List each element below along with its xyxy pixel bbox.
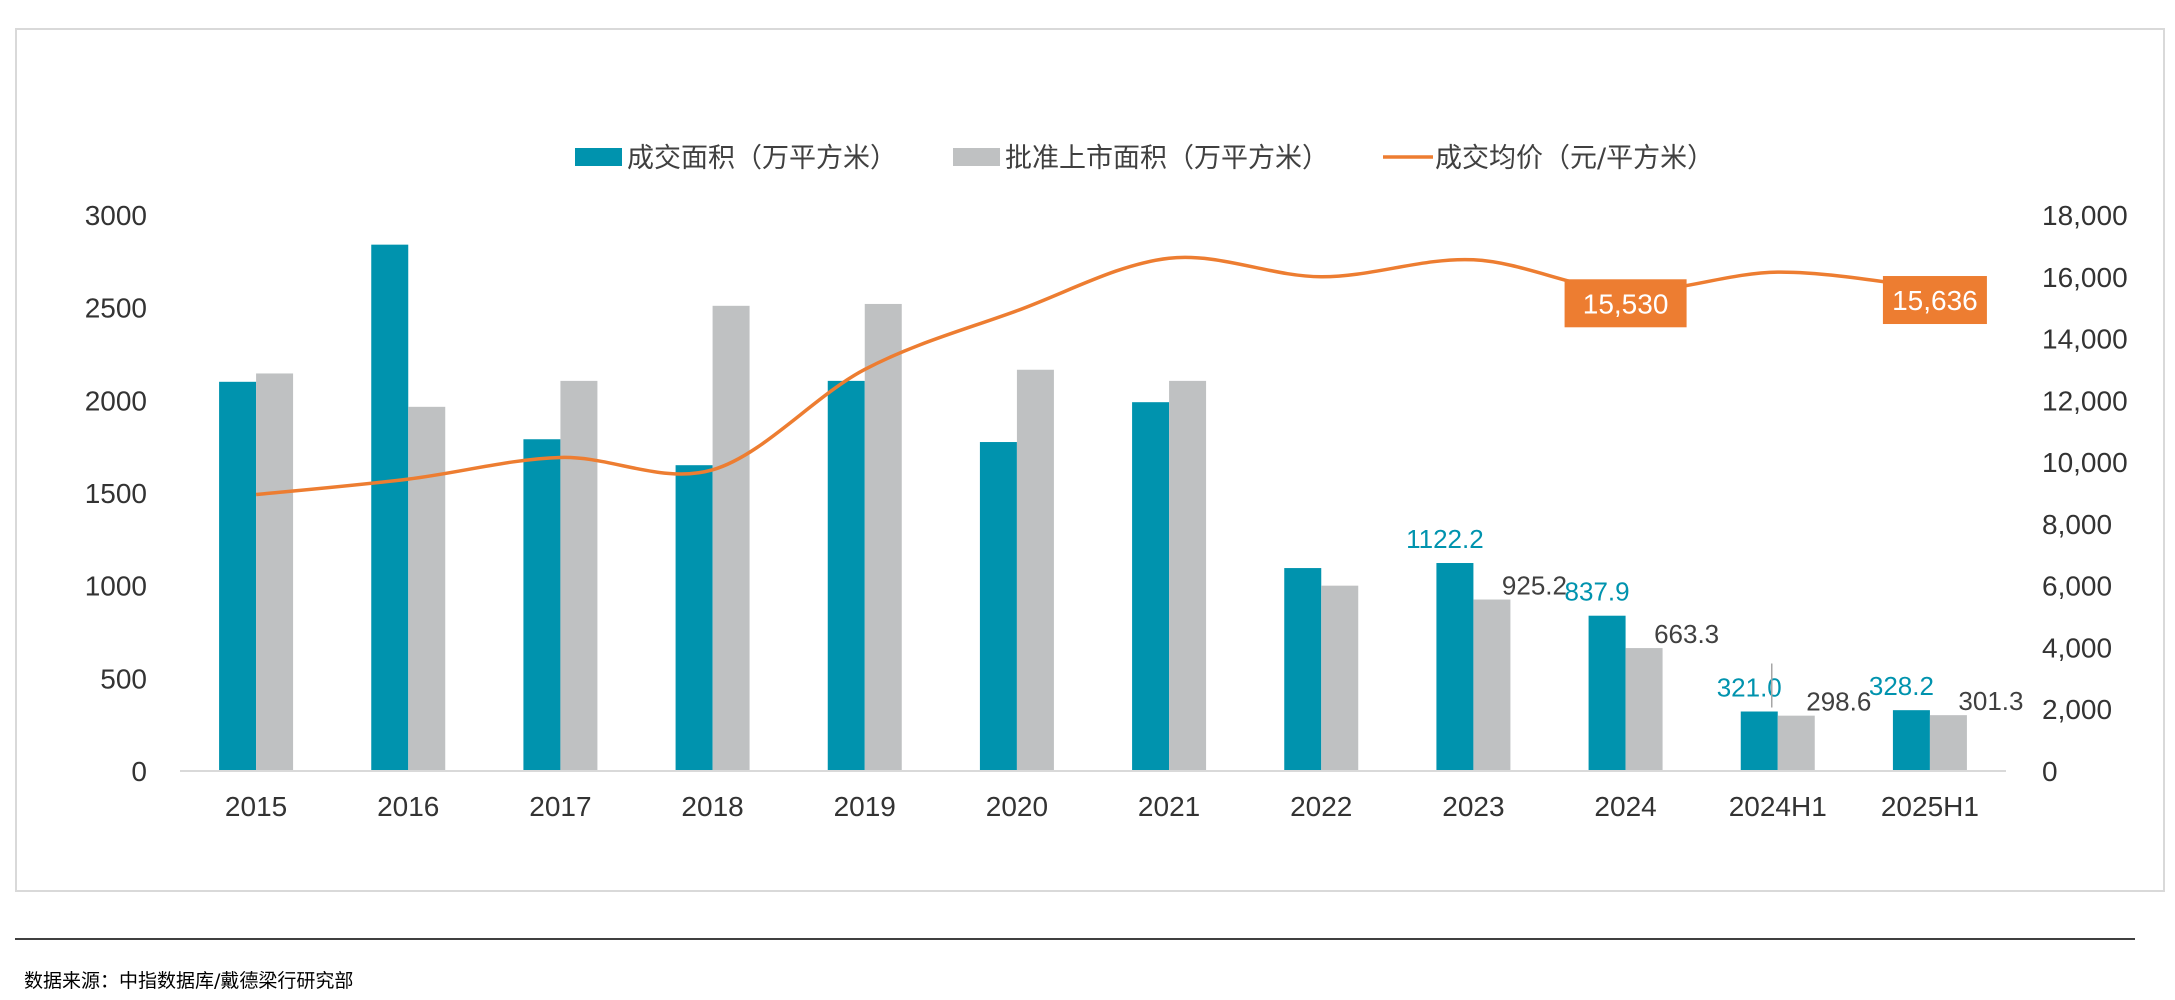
y-right-tick-label: 16,000 xyxy=(2042,262,2128,293)
bar-transaction-area xyxy=(1132,402,1170,771)
bar-approved-value-label: 298.6 xyxy=(1806,687,1871,717)
y-right-tick-label: 4,000 xyxy=(2042,632,2112,663)
bar-approved-area xyxy=(1169,380,1207,771)
legend-label: 成交面积（万平方米） xyxy=(627,143,897,174)
bar-approved-area xyxy=(1016,369,1054,771)
bar-approved-area xyxy=(712,305,750,771)
x-tick-label: 2020 xyxy=(986,791,1048,822)
x-tick-label: 2022 xyxy=(1290,791,1352,822)
bar-approved-value-label: 301.3 xyxy=(1958,686,2023,716)
x-tick-label: 2016 xyxy=(377,791,439,822)
bar-approved-area xyxy=(1929,715,1967,771)
bar-transaction-area xyxy=(1284,568,1322,771)
y-left-tick-label: 1500 xyxy=(85,478,147,509)
bar-approved-area xyxy=(1625,648,1663,771)
bar-transaction-area xyxy=(979,442,1017,771)
bar-approved-area xyxy=(1777,715,1815,771)
y-left-tick-label: 1000 xyxy=(85,571,147,602)
y-right-tick-label: 10,000 xyxy=(2042,447,2128,478)
bar-approved-area xyxy=(1321,585,1359,771)
bar-approved-area xyxy=(864,303,902,771)
footer-divider xyxy=(15,938,2135,940)
y-left-tick-label: 3000 xyxy=(85,200,147,231)
bar-transaction-value-label: 321.0 xyxy=(1717,673,1782,703)
bar-approved-area xyxy=(560,380,598,771)
bar-approved-area xyxy=(1473,599,1511,771)
x-tick-label: 2024 xyxy=(1594,791,1656,822)
bar-transaction-value-label: 328.2 xyxy=(1869,671,1934,701)
bar-approved-value-label: 925.2 xyxy=(1502,571,1567,601)
bar-transaction-area xyxy=(219,381,257,771)
price-callout-box xyxy=(1882,276,1987,325)
y-right-tick-label: 14,000 xyxy=(2042,324,2128,355)
x-tick-label: 2021 xyxy=(1138,791,1200,822)
legend-swatch xyxy=(575,148,622,166)
bar-transaction-area xyxy=(1740,711,1778,771)
bar-transaction-area xyxy=(1588,615,1626,771)
legend-swatch xyxy=(953,148,1000,166)
y-right-tick-label: 2,000 xyxy=(2042,694,2112,725)
x-tick-label: 2025H1 xyxy=(1881,791,1979,822)
y-right-tick-label: 6,000 xyxy=(2042,571,2112,602)
bar-transaction-area xyxy=(827,380,865,771)
bar-transaction-area xyxy=(1436,563,1474,771)
y-right-tick-label: 8,000 xyxy=(2042,509,2112,540)
bar-approved-area xyxy=(256,373,294,771)
y-right-tick-label: 18,000 xyxy=(2042,200,2128,231)
x-tick-label: 2024H1 xyxy=(1729,791,1827,822)
chart-frame xyxy=(15,28,2165,892)
bars-layer xyxy=(219,244,1967,772)
x-tick-label: 2017 xyxy=(529,791,591,822)
bar-approved-value-label: 663.3 xyxy=(1654,619,1719,649)
x-axis: 2015 2016 2017 2018 2019 2020 2021 2022 2023 2024… xyxy=(180,770,2006,822)
bar-transaction-area xyxy=(675,465,713,771)
source-note: 数据来源：中指数据库/戴德梁行研究部 xyxy=(24,970,354,992)
bar-transaction-value-label: 1122.2 xyxy=(1406,524,1484,554)
x-tick-label: 2023 xyxy=(1442,791,1504,822)
y-right-tick-label: 0 xyxy=(2042,756,2058,787)
y-left-tick-label: 0 xyxy=(131,756,147,787)
bar-transaction-area xyxy=(1892,710,1930,771)
price-callout-label: 15,636 xyxy=(1892,285,1978,316)
x-tick-label: 2015 xyxy=(225,791,287,822)
legend-label: 成交均价（元/平方米） xyxy=(1435,143,1714,174)
y-left-tick-label: 2500 xyxy=(85,293,147,324)
y-axis-left: 0 500 1000 1500 2000 2500 3000 xyxy=(85,200,147,787)
x-tick-label: 2019 xyxy=(834,791,896,822)
legend-label: 批准上市面积（万平方米） xyxy=(1005,143,1329,174)
price-callout-box xyxy=(1564,279,1687,328)
y-left-tick-label: 2000 xyxy=(85,385,147,416)
bar-approved-area xyxy=(408,406,446,771)
legend: 成交面积（万平方米） 批准上市面积（万平方米） 成交均价（元/平方米） xyxy=(575,143,1714,174)
y-left-tick-label: 500 xyxy=(100,663,147,694)
bar-transaction-value-label: 837.9 xyxy=(1565,577,1630,607)
bar-transaction-area xyxy=(523,439,561,771)
y-right-tick-label: 12,000 xyxy=(2042,385,2128,416)
price-callout-label: 15,530 xyxy=(1583,288,1669,319)
x-tick-label: 2018 xyxy=(681,791,743,822)
y-axis-right: 0 2,000 4,000 6,000 8,000 10,000 12,000 14,000 1… xyxy=(2042,200,2128,787)
bar-transaction-area xyxy=(371,244,409,772)
